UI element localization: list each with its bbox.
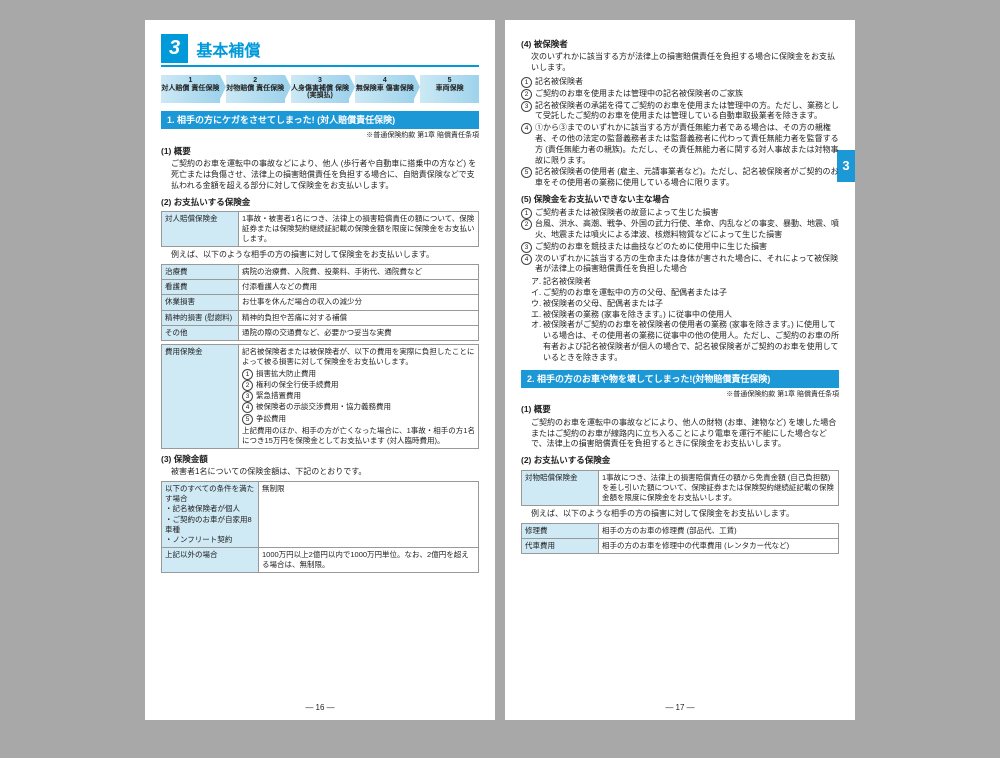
list-1-4: 記名被保険者 ご契約のお車を使用または管理中の記名被保険者のご家族 記名被保険者… — [521, 77, 839, 189]
table-1d: 以下のすべての条件を満たす場合 ・記名被保険者が個人 ・ご契約のお車が自家用8車… — [161, 481, 479, 573]
table-1a: 対人賠償保険金1事故・被害者1名につき、法律上の損害賠償責任の額について、保険証… — [161, 211, 479, 247]
page-left: 3 基本補償 1対人賠償 責任保険 2対物賠償 責任保険 3人身傷害補償 保険(… — [145, 20, 495, 720]
section-header: 3 基本補償 — [161, 34, 479, 67]
table-2a: 対物賠償保険金1事故につき、法律上の損害賠償責任の額から免責金額 (自己負担額)… — [521, 470, 839, 506]
sub-1-3: (3) 保険金額 — [161, 454, 479, 465]
flow-step-1: 1対人賠償 責任保険 — [161, 75, 220, 103]
sub-2-2: (2) お支払いする保険金 — [521, 455, 839, 466]
sub-1-5: (5) 保険金をお支払いできない主な場合 — [521, 194, 839, 205]
reference-2: ※普通保険約款 第1章 賠償責任条項 — [521, 390, 839, 399]
body-1-1: ご契約のお車を運転中の事故などにより、他人 (歩行者や自動車に搭乗中の方など) … — [161, 159, 479, 191]
sub-1-1: (1) 概要 — [161, 146, 479, 157]
page-number-right: — 17 — — [505, 703, 855, 714]
note-1-2: 例えば、以下のような相手の方の損害に対して保険金をお支払いします。 — [161, 250, 479, 261]
body-2-1: ご契約のお車を運転中の事故などにより、他人の財物 (お車、建物など) を壊した場… — [521, 418, 839, 450]
section-number: 3 — [161, 34, 188, 63]
page-right: 3 (4) 被保険者 次のいずれかに該当する方が法律上の損害賠償責任を負担する場… — [505, 20, 855, 720]
body-1-4-head: 次のいずれかに該当する方が法律上の損害賠償責任を負担する場合に保険金をお支払いし… — [521, 52, 839, 74]
flow-step-4: 4無保険車 傷害保険 — [355, 75, 414, 103]
sub-2-1: (1) 概要 — [521, 404, 839, 415]
heading-bar-1: 1. 相手の方にケガをさせてしまった! (対人賠償責任保険) — [161, 111, 479, 129]
table-1c: 費用保険金 記名被保険者または被保険者が、以下の費用を実際に負担したことによって… — [161, 344, 479, 449]
heading-bar-2: 2. 相手の方のお車や物を壊してしまった!(対物賠償責任保険) — [521, 370, 839, 388]
sub-1-4: (4) 被保険者 — [521, 39, 839, 50]
flow-step-3: 3人身傷害補償 保険(実損払) — [291, 75, 350, 103]
table-1b: 治療費病院の治療費、入院費、投薬料、手術代、通院費など 看護費付添看護人などの費… — [161, 264, 479, 341]
body-1-3: 被害者1名についての保険金額は、下記のとおりです。 — [161, 467, 479, 478]
page-number-left: — 16 — — [145, 703, 495, 714]
list-1-5-kata: 記名被保険者 ご契約のお車を運転中の方の父母、配偶者または子 被保険者の父母、配… — [521, 277, 839, 363]
flow-step-5: 5車両保険 — [420, 75, 479, 103]
page-spread: 3 基本補償 1対人賠償 責任保険 2対物賠償 責任保険 3人身傷害補償 保険(… — [145, 20, 855, 720]
flow-steps: 1対人賠償 責任保険 2対物賠償 責任保険 3人身傷害補償 保険(実損払) 4無… — [161, 75, 479, 103]
flow-step-2: 2対物賠償 責任保険 — [226, 75, 285, 103]
reference-1: ※普通保険約款 第1章 賠償責任条項 — [161, 131, 479, 140]
note-2-2: 例えば、以下のような相手の方の損害に対して保険金をお支払いします。 — [521, 509, 839, 520]
sub-1-2: (2) お支払いする保険金 — [161, 197, 479, 208]
list-1-5: ご契約者または被保険者の故意によって生じた損害 台風、洪水、高潮、戦争、外国の武… — [521, 208, 839, 276]
side-tab: 3 — [837, 150, 855, 182]
table-2b: 修理費相手の方のお車の修理費 (部品代、工賃) 代車費用相手の方のお車を修理中の… — [521, 523, 839, 554]
section-title: 基本補償 — [196, 41, 260, 63]
